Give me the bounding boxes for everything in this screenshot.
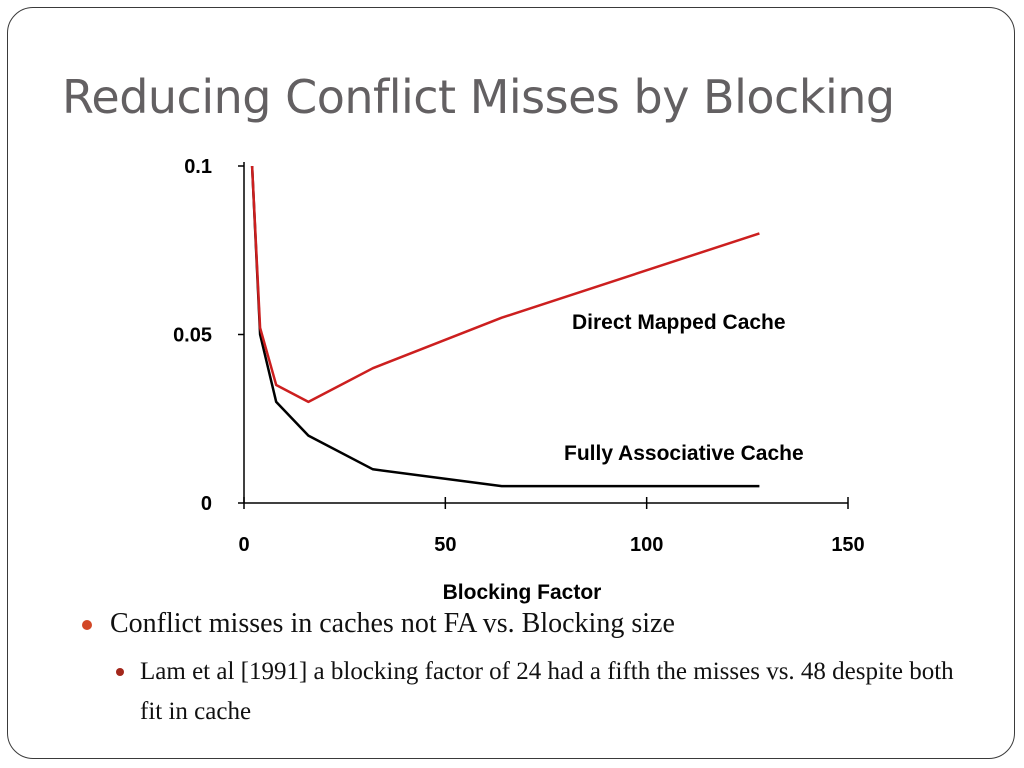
series-group [250,165,760,488]
y-tick-label: 0.05 [173,325,212,347]
series-label-direct-mapped: Direct Mapped Cache [572,311,786,334]
y-ticks: 0 0.05 0.1 [173,156,244,515]
sub-bullet-dot-icon [116,668,124,676]
bullet-list: Conflict misses in caches not FA vs. Blo… [80,606,980,732]
x-tick-label: 0 [238,534,249,556]
x-axis-title: Blocking Factor [443,581,602,604]
slide-frame [7,7,1015,759]
series-label-fully-associative: Fully Associative Cache [564,442,804,465]
y-tick-label: 0.1 [184,156,212,178]
x-tick-label: 150 [831,534,864,556]
y-tick-label: 0 [201,493,212,515]
sub-bullet-text: Lam et al [1991] a blocking factor of 24… [140,658,954,725]
bullet-dot-icon [82,620,92,630]
series-line-direct-mapped [250,165,760,404]
bullet-text: Conflict misses in caches not FA vs. Blo… [110,608,675,639]
sub-bullet-item: Lam et al [1991] a blocking factor of 24… [112,652,980,732]
x-tick-label: 50 [434,534,456,556]
series-line-fully-associative [250,165,760,488]
x-ticks: 0 50 100 150 [238,497,865,556]
slide-title: Reducing Conflict Misses by Blocking [62,70,895,124]
x-tick-label: 100 [630,534,663,556]
bullet-item: Conflict misses in caches not FA vs. Blo… [80,606,980,642]
